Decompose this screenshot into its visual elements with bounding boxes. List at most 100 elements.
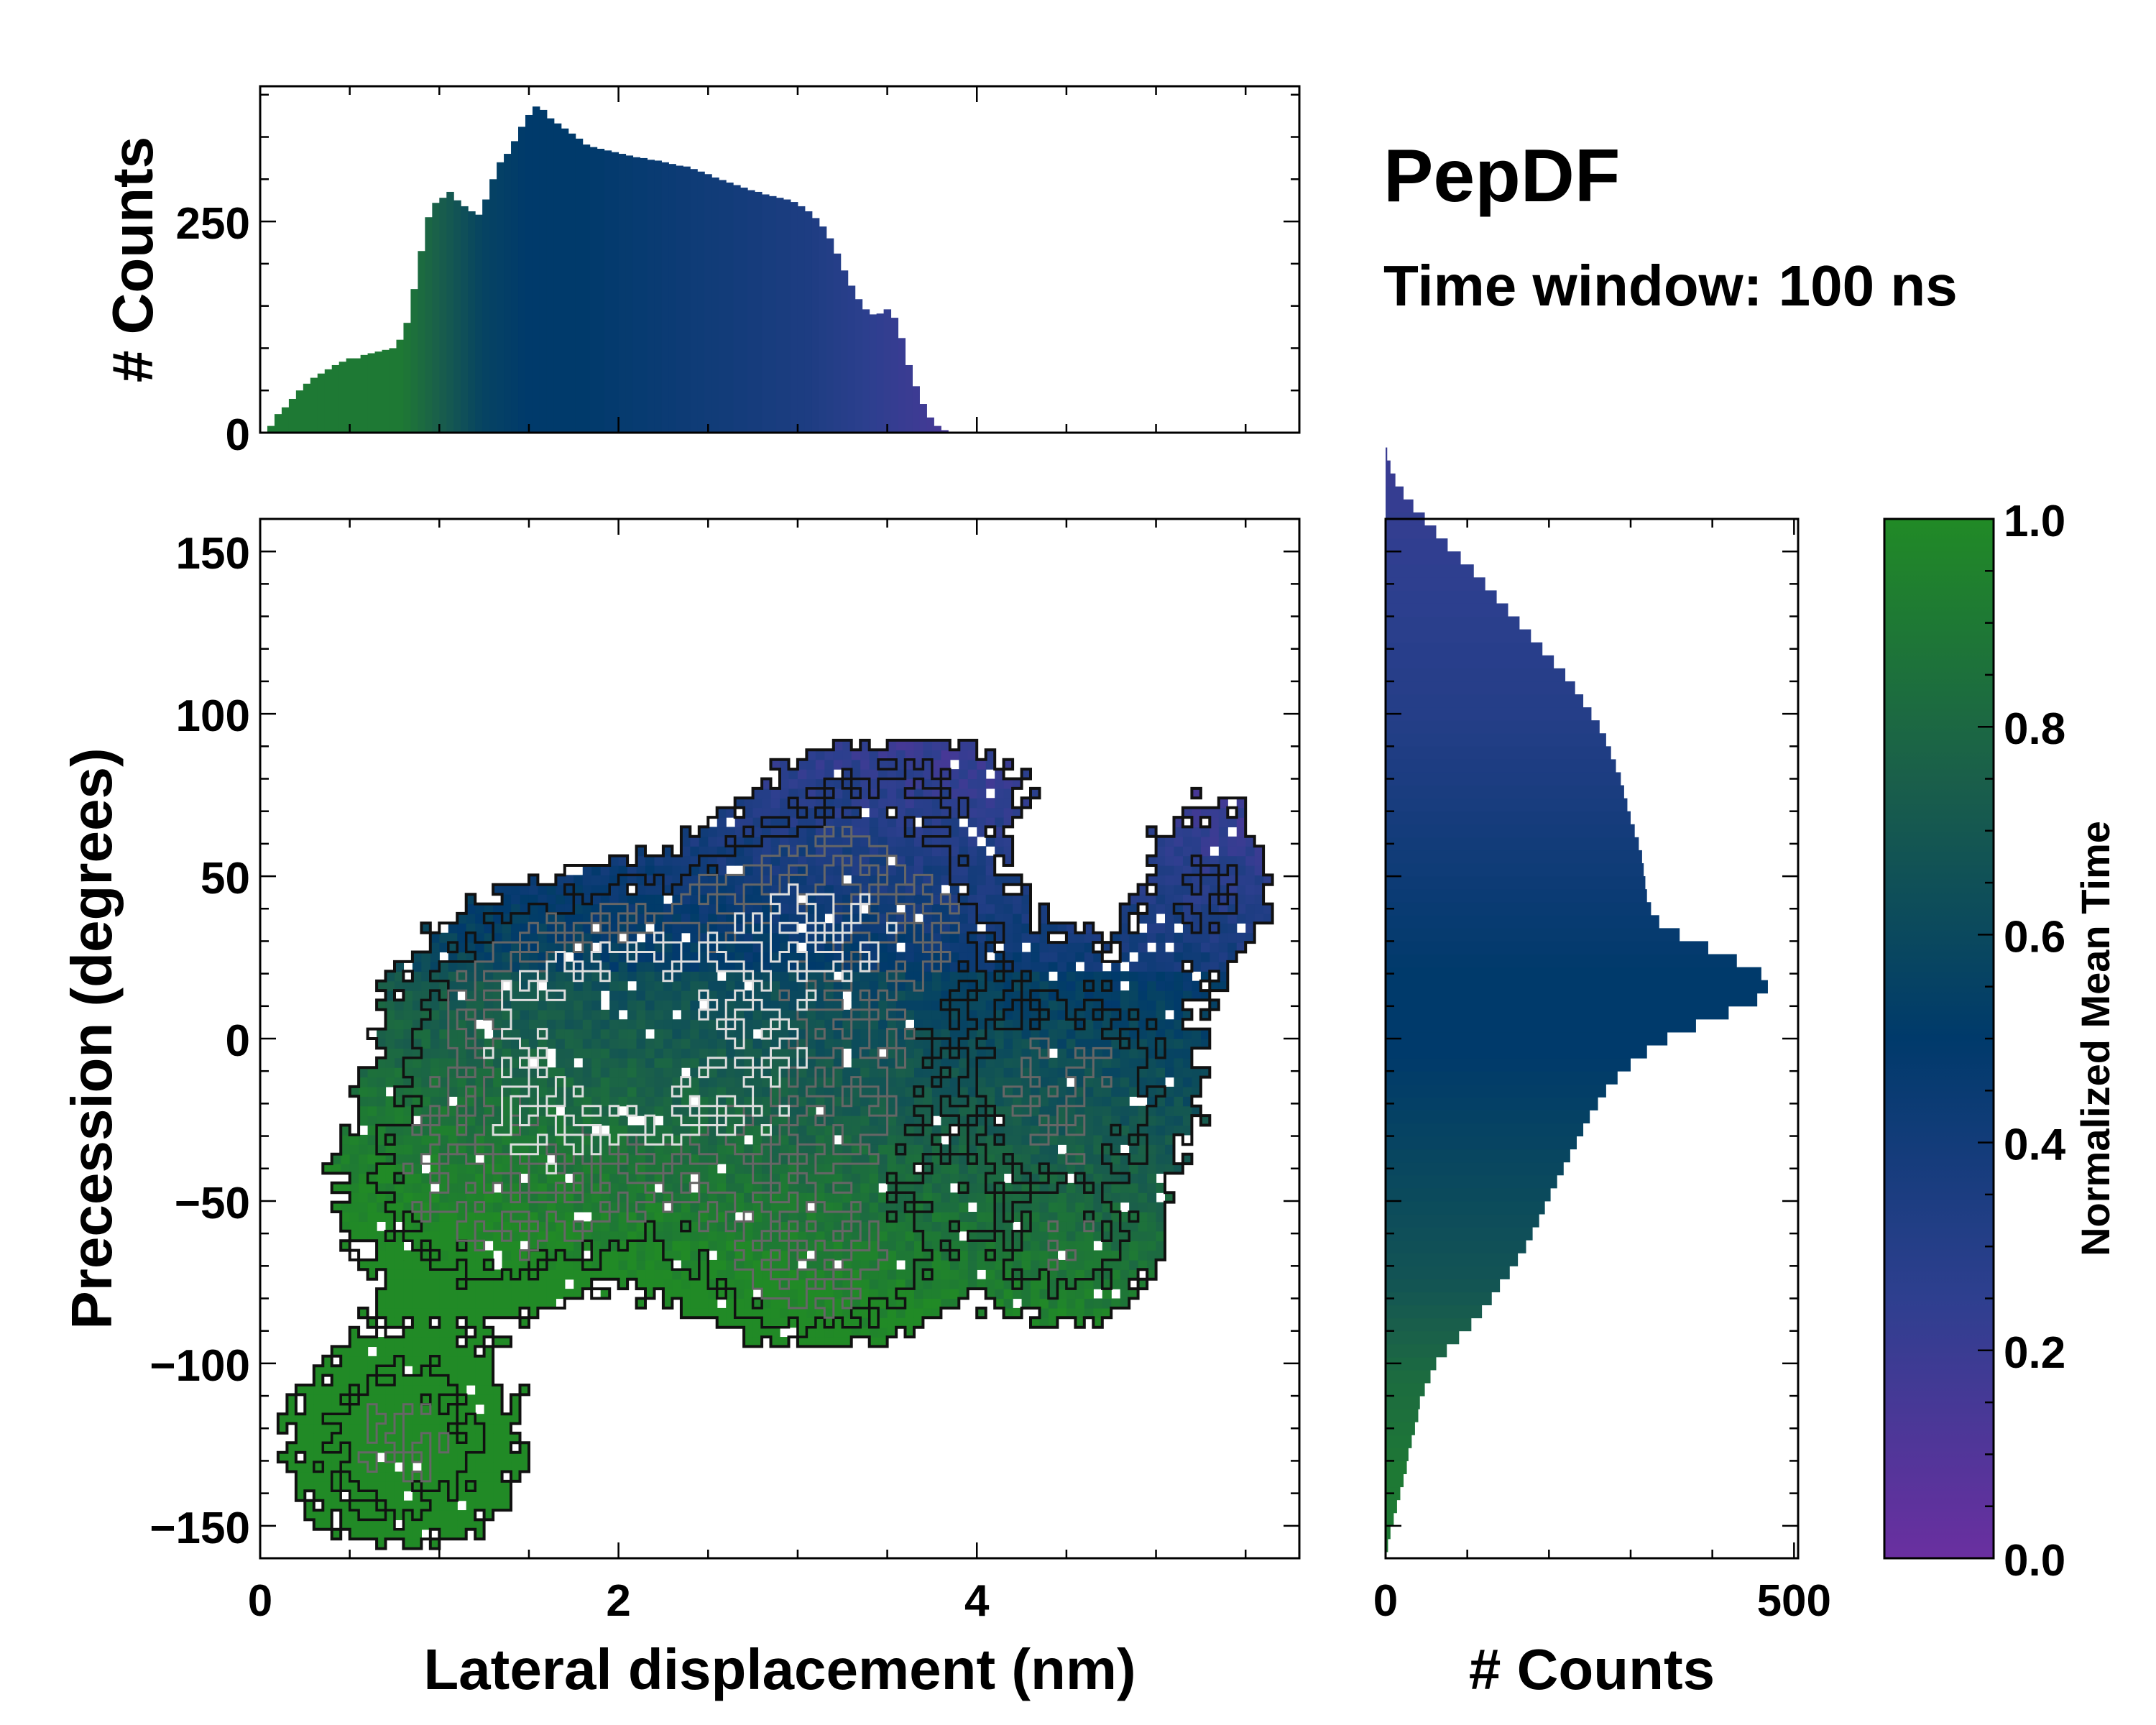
heatmap-cell <box>860 923 870 934</box>
heatmap-cell <box>896 1048 906 1059</box>
heatmap-cell <box>430 1250 440 1261</box>
heatmap-cell <box>403 1019 413 1030</box>
heatmap-cell <box>1200 846 1210 857</box>
heatmap-cell <box>493 1164 503 1174</box>
heatmap-cell <box>1013 1105 1023 1116</box>
heatmap-cell <box>869 778 879 789</box>
heatmap-cell <box>546 1039 556 1049</box>
heatmap-cell <box>538 1144 548 1155</box>
heatmap-cell <box>726 1269 736 1280</box>
heatmap-cell <box>528 1230 539 1241</box>
heatmap-cell <box>520 1462 530 1473</box>
heatmap-cell <box>654 875 664 886</box>
heatmap-cell <box>708 1134 718 1145</box>
heatmap-cell <box>403 1337 413 1348</box>
heatmap-cell <box>609 913 619 924</box>
heatmap-cell <box>699 1077 709 1087</box>
heatmap-cell <box>528 1250 539 1261</box>
heatmap-cell <box>734 1164 745 1174</box>
heatmap-cell <box>931 1029 941 1039</box>
heatmap-cell <box>780 875 790 886</box>
heatmap-cell <box>618 1125 628 1136</box>
heatmap-cell <box>663 1182 673 1193</box>
heatmap-cell <box>923 865 933 875</box>
heatmap-cell <box>591 1164 602 1174</box>
heatmap-cell <box>1111 990 1121 1001</box>
heatmap-cell <box>439 1164 449 1174</box>
heatmap-cell <box>600 1241 610 1251</box>
heatmap-cell <box>591 1173 602 1184</box>
heatmap-cell <box>591 1250 602 1261</box>
heatmap-cell <box>573 990 584 1001</box>
heatmap-cell <box>1003 961 1013 972</box>
heatmap-cell <box>457 1423 467 1434</box>
heatmap-cell <box>600 1105 610 1116</box>
heatmap-cell <box>564 980 574 991</box>
heatmap-cell <box>977 894 987 905</box>
heatmap-cell <box>1084 1009 1094 1020</box>
heatmap-cell <box>663 1125 673 1136</box>
heatmap-cell <box>726 1164 736 1174</box>
heatmap-cell <box>1039 1029 1049 1039</box>
heatmap-cell <box>806 923 816 934</box>
heatmap-cell <box>538 961 548 972</box>
heatmap-cell <box>797 1212 807 1222</box>
heatmap-cell <box>708 884 718 895</box>
heatmap-cell <box>1174 1164 1184 1174</box>
heatmap-cell <box>878 1057 888 1068</box>
heatmap-cell <box>448 1212 458 1222</box>
heatmap-cell <box>511 1067 521 1078</box>
heatmap-cell <box>466 1307 476 1318</box>
heatmap-cell <box>1003 1057 1013 1068</box>
heatmap-cell <box>645 932 655 943</box>
heatmap-cell <box>573 1077 584 1087</box>
heatmap-cell <box>842 1317 852 1328</box>
heatmap-cell <box>367 1125 377 1136</box>
heatmap-cell <box>573 1086 584 1097</box>
heatmap-cell <box>788 1279 798 1289</box>
heatmap-cell <box>788 1202 798 1213</box>
heatmap-cell <box>394 1154 405 1164</box>
heatmap-cell <box>1066 1202 1076 1213</box>
heatmap-cell <box>591 990 602 1001</box>
heatmap-cell <box>1147 923 1157 934</box>
top-histogram-bar <box>596 148 605 433</box>
heatmap-cell <box>734 1096 745 1107</box>
heatmap-cell <box>941 942 951 953</box>
heatmap-cell <box>806 846 816 857</box>
heatmap-cell <box>905 1105 915 1116</box>
heatmap-cell <box>618 884 628 895</box>
heatmap-cell <box>780 1154 790 1164</box>
heatmap-cell <box>582 1279 592 1289</box>
heatmap-cell <box>949 980 959 991</box>
heatmap-cell <box>377 1000 387 1011</box>
heatmap-cell <box>977 798 987 809</box>
heatmap-cell <box>681 865 691 875</box>
heatmap-cell <box>421 1212 431 1222</box>
heatmap-cell <box>609 1173 619 1184</box>
heatmap-cell <box>528 1182 539 1193</box>
heatmap-cell <box>770 1009 780 1020</box>
heatmap-cell <box>699 1134 709 1145</box>
heatmap-cell <box>815 1259 825 1270</box>
heatmap-cell <box>377 980 387 991</box>
heatmap-cell <box>359 1519 369 1530</box>
heatmap-cell <box>636 952 646 962</box>
heatmap-cell <box>1210 836 1220 847</box>
heatmap-cell <box>484 1134 494 1145</box>
heatmap-cell <box>824 1182 834 1193</box>
heatmap-cell <box>806 1154 816 1164</box>
heatmap-cell <box>1245 836 1256 847</box>
heatmap-cell <box>672 952 682 962</box>
heatmap-cell <box>815 903 825 914</box>
heatmap-cell <box>995 903 1005 914</box>
heatmap-cell <box>439 1241 449 1251</box>
heatmap-cell <box>815 1154 825 1164</box>
heatmap-cell <box>797 1048 807 1059</box>
heatmap-cell <box>609 1241 619 1251</box>
heatmap-cell <box>654 1230 664 1241</box>
top-histogram-bar <box>396 339 404 433</box>
heatmap-cell <box>824 1327 834 1338</box>
heatmap-cell <box>896 1096 906 1107</box>
heatmap-cell <box>359 1202 369 1213</box>
